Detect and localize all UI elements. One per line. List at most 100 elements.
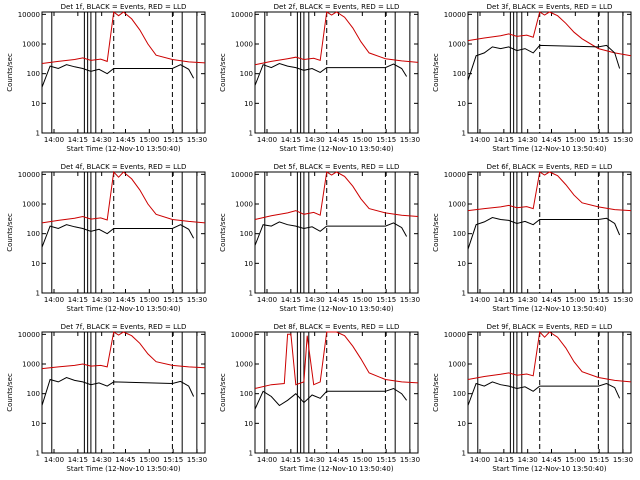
x-tick-label: 14:30 [92, 136, 112, 144]
y-axis-label: Counts/sec [6, 213, 14, 252]
x-tick-label: 14:45 [115, 456, 135, 464]
lld-series-line [254, 171, 419, 220]
lld-series-line [41, 11, 206, 64]
x-axis-label: Start Time (12-Nov-10 13:50:40) [279, 305, 393, 313]
y-tick-label: 10000 [18, 331, 40, 339]
x-tick-label: 14:15 [281, 136, 301, 144]
x-tick-label: 15:15 [163, 296, 183, 304]
plot-frame [467, 171, 632, 294]
x-tick-label: 14:15 [494, 136, 514, 144]
x-tick-label: 14:15 [68, 456, 88, 464]
x-tick-label: 14:30 [305, 296, 325, 304]
panel-title: Det 4f, BLACK = Events, RED = LLD [61, 163, 187, 171]
events-series-line [467, 44, 621, 81]
x-tick-label: 15:30 [613, 296, 633, 304]
lld-series-line [254, 331, 419, 389]
y-tick-label: 10000 [444, 171, 466, 179]
y-axis-label: Counts/sec [432, 373, 440, 412]
x-tick-label: 14:45 [115, 136, 135, 144]
x-tick-label: 14:00 [257, 456, 277, 464]
y-tick-label: 1000 [448, 41, 466, 49]
y-tick-label: 100 [453, 70, 466, 78]
x-tick-label: 14:00 [44, 296, 64, 304]
x-tick-label: 15:15 [163, 136, 183, 144]
x-tick-label: 14:30 [305, 456, 325, 464]
x-tick-label: 15:30 [187, 136, 207, 144]
y-tick-label: 100 [453, 390, 466, 398]
x-axis-label: Start Time (12-Nov-10 13:50:40) [66, 145, 180, 153]
x-tick-label: 15:15 [163, 456, 183, 464]
x-axis-label: Start Time (12-Nov-10 13:50:40) [279, 145, 393, 153]
x-tick-label: 15:00 [565, 456, 585, 464]
x-axis-label: Start Time (12-Nov-10 13:50:40) [492, 305, 606, 313]
x-tick-label: 14:15 [68, 296, 88, 304]
x-tick-label: 15:15 [589, 456, 609, 464]
x-tick-label: 14:45 [328, 136, 348, 144]
y-tick-label: 1 [36, 130, 40, 138]
panel-title: Det 8f, BLACK = Events, RED = LLD [274, 323, 400, 331]
x-tick-label: 14:45 [541, 136, 561, 144]
plot-frame [41, 11, 206, 134]
x-axis-label: Start Time (12-Nov-10 13:50:40) [66, 305, 180, 313]
x-tick-label: 14:00 [44, 136, 64, 144]
y-tick-label: 1000 [22, 361, 40, 369]
y-tick-label: 1 [36, 290, 40, 298]
x-tick-label: 15:00 [139, 456, 159, 464]
y-tick-label: 1000 [235, 201, 253, 209]
x-tick-label: 15:30 [187, 456, 207, 464]
events-series-line [467, 381, 621, 406]
x-axis-label: Start Time (12-Nov-10 13:50:40) [66, 465, 180, 473]
panel-title: Det 9f, BLACK = Events, RED = LLD [487, 323, 613, 331]
panel-title: Det 5f, BLACK = Events, RED = LLD [274, 163, 400, 171]
y-tick-label: 100 [240, 230, 253, 238]
y-tick-label: 1 [462, 290, 466, 298]
x-tick-label: 14:15 [494, 456, 514, 464]
y-tick-label: 1000 [22, 201, 40, 209]
y-tick-label: 100 [240, 70, 253, 78]
panel-title: Det 7f, BLACK = Events, RED = LLD [61, 323, 187, 331]
y-tick-label: 10 [31, 420, 40, 428]
x-tick-label: 15:30 [400, 136, 420, 144]
plot-frame [41, 171, 206, 294]
x-tick-label: 14:00 [257, 136, 277, 144]
x-tick-label: 14:00 [470, 136, 490, 144]
events-series-line [254, 387, 408, 410]
y-tick-label: 10 [244, 260, 253, 268]
events-series-line [41, 224, 195, 248]
x-tick-label: 14:30 [92, 456, 112, 464]
plot-frame [254, 171, 419, 294]
panel-title: Det 3f, BLACK = Events, RED = LLD [487, 3, 613, 11]
lld-series-line [467, 11, 632, 57]
y-tick-label: 10 [31, 260, 40, 268]
y-tick-label: 10000 [231, 11, 253, 19]
panel-title: Det 2f, BLACK = Events, RED = LLD [274, 3, 400, 11]
y-tick-label: 1 [462, 450, 466, 458]
y-tick-label: 1000 [448, 201, 466, 209]
y-tick-label: 10000 [18, 171, 40, 179]
y-axis-label: Counts/sec [219, 373, 227, 412]
x-tick-label: 15:15 [376, 136, 396, 144]
plot-frame [467, 11, 632, 134]
x-axis-label: Start Time (12-Nov-10 13:50:40) [492, 465, 606, 473]
x-tick-label: 15:15 [376, 456, 396, 464]
x-tick-label: 14:00 [257, 296, 277, 304]
y-tick-label: 10000 [231, 331, 253, 339]
x-tick-label: 15:00 [352, 136, 372, 144]
x-tick-label: 15:00 [139, 136, 159, 144]
x-tick-label: 14:15 [281, 456, 301, 464]
y-tick-label: 10 [457, 260, 466, 268]
x-tick-label: 14:45 [328, 456, 348, 464]
x-tick-label: 14:45 [328, 296, 348, 304]
y-axis-label: Counts/sec [432, 53, 440, 92]
y-axis-label: Counts/sec [219, 53, 227, 92]
y-tick-label: 1 [462, 130, 466, 138]
y-tick-label: 1000 [448, 361, 466, 369]
y-tick-label: 1 [249, 290, 253, 298]
panel-title: Det 6f, BLACK = Events, RED = LLD [487, 163, 613, 171]
x-tick-label: 15:30 [187, 296, 207, 304]
y-tick-label: 1000 [22, 41, 40, 49]
y-tick-label: 1 [249, 130, 253, 138]
plot-frame [254, 331, 419, 454]
y-tick-label: 10 [457, 420, 466, 428]
